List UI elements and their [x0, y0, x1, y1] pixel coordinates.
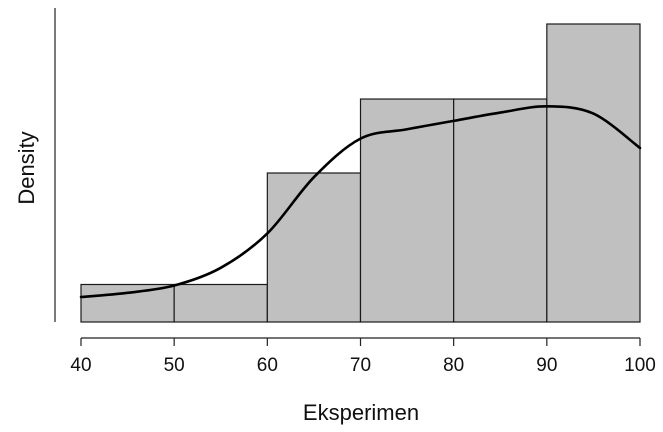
histogram-bar-90-100 — [546, 23, 641, 323]
x-tick-label-70: 70 — [350, 355, 371, 376]
histogram-bar-50-60 — [173, 283, 268, 323]
x-tick-label-60: 60 — [257, 355, 278, 376]
x-tick-label-80: 80 — [443, 355, 464, 376]
histogram-bars — [80, 23, 641, 323]
histogram-bar-80-90 — [453, 98, 548, 323]
x-axis: 40 50 60 70 80 90 100 — [70, 337, 656, 376]
y-axis-title: Density — [14, 131, 39, 204]
density-curve — [79, 105, 642, 299]
x-tick-label-90: 90 — [536, 355, 557, 376]
histogram-bar-40-50 — [80, 283, 175, 323]
x-tick-label-40: 40 — [70, 355, 91, 376]
x-tick-label-50: 50 — [164, 355, 185, 376]
x-tick-label-100: 100 — [624, 355, 656, 376]
x-axis-title: Eksperimen — [303, 400, 419, 425]
histogram-bar-70-80 — [359, 98, 455, 323]
histogram-bar-60-70 — [266, 172, 362, 323]
